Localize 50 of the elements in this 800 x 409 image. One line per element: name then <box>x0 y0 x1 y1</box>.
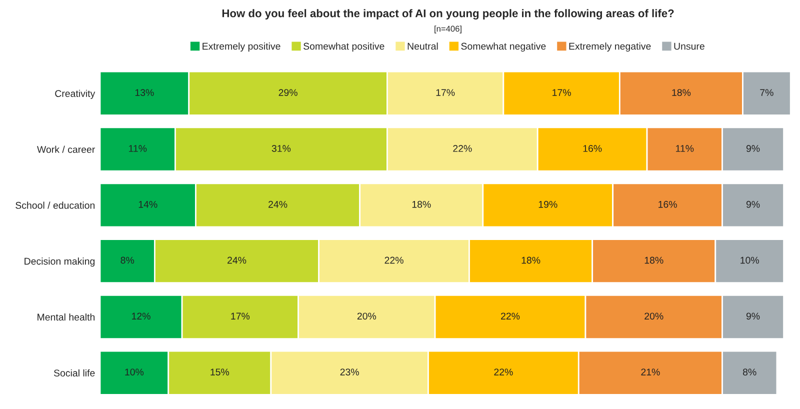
data-label: 12% <box>132 312 150 320</box>
legend-label: Unsure <box>674 42 704 50</box>
legend-label: Extremely positive <box>202 42 280 52</box>
data-label: 29% <box>278 89 298 96</box>
data-label: 9% <box>746 312 760 320</box>
data-label: 9% <box>746 145 760 152</box>
data-label: 31% <box>272 145 291 152</box>
data-label: 10% <box>125 368 144 376</box>
y-tick-label: Social life <box>54 369 95 376</box>
y-tick-label: School / education <box>16 202 95 209</box>
y-tick-label: Work / career <box>37 146 95 153</box>
legend-label: Somewhat negative <box>461 42 546 52</box>
data-label: 18% <box>672 89 691 96</box>
legend-label: Somewhat positive <box>304 42 384 52</box>
legend-label: Neutral <box>408 42 438 50</box>
data-label: 17% <box>552 89 571 96</box>
data-label: 24% <box>268 200 288 208</box>
data-label: 8% <box>742 368 756 376</box>
data-label: 11% <box>676 145 694 152</box>
data-label: 8% <box>120 256 134 264</box>
data-label: 17% <box>231 312 250 320</box>
data-label: 19% <box>538 200 558 208</box>
data-label: 22% <box>453 145 472 152</box>
data-label: 22% <box>501 312 520 320</box>
data-label: 14% <box>138 200 158 208</box>
data-label: 9% <box>746 200 760 208</box>
data-label: 20% <box>357 312 376 320</box>
data-label: 16% <box>658 200 677 208</box>
data-label: 21% <box>641 368 660 376</box>
data-label: 22% <box>494 368 513 376</box>
data-label: 13% <box>135 89 154 96</box>
y-tick-label: Mental health <box>38 313 95 321</box>
legend-label: Extremely negative <box>569 42 651 52</box>
data-label: 15% <box>210 368 230 376</box>
data-label: 18% <box>644 256 664 264</box>
y-tick-label: Decision making <box>24 258 95 267</box>
data-label: 23% <box>340 368 359 376</box>
data-label: 24% <box>228 256 246 264</box>
data-label: 17% <box>436 89 455 96</box>
data-label: 10% <box>740 256 759 264</box>
chart-subtitle: [n=406] <box>434 26 462 34</box>
data-label: 20% <box>644 312 664 320</box>
y-tick-label: Creativity <box>55 90 96 99</box>
data-label: 18% <box>522 256 540 264</box>
data-label: 11% <box>128 145 147 152</box>
data-label: 16% <box>583 145 602 152</box>
data-label: 18% <box>412 200 431 208</box>
chart-title: How do you feel about the impact of AI on young people in the following areas of life? <box>222 9 674 20</box>
data-label: 22% <box>384 256 404 264</box>
data-label: 7% <box>760 89 774 96</box>
